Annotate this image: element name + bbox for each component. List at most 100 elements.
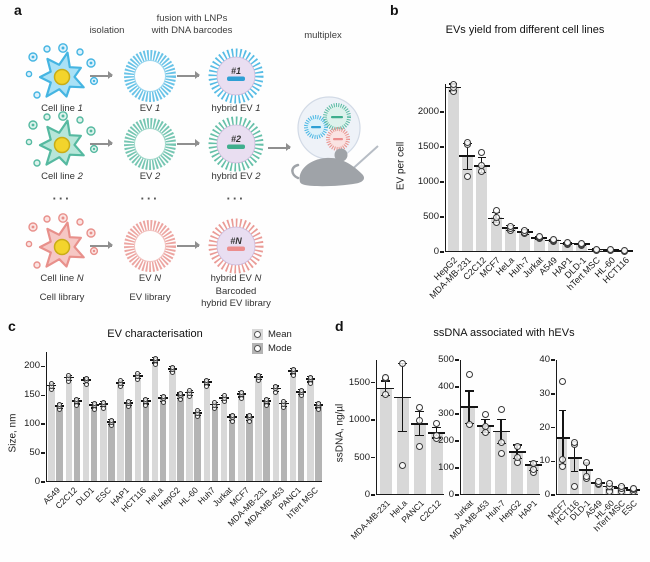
data-point (135, 371, 141, 377)
bar (186, 391, 193, 481)
bar (413, 422, 426, 494)
error-bar-cap (496, 418, 506, 420)
data-point (465, 371, 473, 379)
data-point (108, 417, 114, 423)
y-tick-label: 150 (24, 389, 40, 401)
panel-b-label: b (390, 2, 399, 18)
ev-label: EV 1 (140, 103, 161, 115)
bar (90, 404, 98, 481)
bar (48, 384, 55, 481)
label-number: 1 (255, 103, 261, 114)
bar (280, 402, 288, 481)
bar (238, 393, 245, 481)
data-point (195, 408, 201, 414)
data-point (281, 399, 287, 405)
bar (246, 416, 253, 481)
data-point (126, 398, 132, 404)
data-point (478, 161, 486, 169)
label-number: N (254, 273, 262, 284)
bar (379, 387, 392, 494)
cell-icon (25, 43, 99, 99)
bar (307, 378, 314, 481)
mean-line (492, 430, 510, 433)
ssdna-chart-2: 0 100 200 300 400 500 Jurkat MDA-MB-453 Huh-7 Hep… (332, 315, 650, 551)
bar (495, 430, 507, 494)
cell-line-label: Cell line 1 (41, 103, 83, 115)
mean-line (555, 436, 570, 439)
data-point (481, 429, 489, 437)
y-tick-label: 1000 (348, 414, 370, 425)
y-tick (551, 359, 555, 361)
data-point (212, 400, 218, 406)
legend-item-mean: Mean (252, 329, 292, 340)
data-point (559, 462, 567, 470)
data-point (433, 419, 440, 427)
hybrid-ev-icon: #N (208, 218, 264, 274)
ev-icon (124, 220, 176, 272)
mean-line (394, 396, 411, 399)
y-tick-label: 200 (438, 435, 454, 446)
hybrid-ev-icon: #2 (208, 116, 264, 172)
y-tick-label: 50 (29, 447, 40, 459)
ev-icon (124, 50, 176, 102)
y-tick-label: 100 (438, 462, 454, 473)
data-point (169, 364, 175, 370)
bar (430, 431, 443, 494)
ev-label: EV 2 (140, 171, 161, 183)
bar (100, 403, 107, 481)
data-point (606, 479, 614, 487)
y-tick (455, 440, 459, 442)
bar (463, 406, 475, 494)
y-tick (41, 365, 45, 368)
label-text: EV (138, 273, 155, 284)
data-point (559, 456, 567, 464)
data-point (143, 396, 149, 402)
panel-c-title: EV characterisation (107, 328, 203, 340)
arrow-icon (177, 242, 200, 249)
legend-label-mode: Mode (268, 343, 292, 354)
y-tick-label: 200 (24, 360, 40, 372)
data-point (273, 384, 279, 390)
data-point (399, 360, 406, 368)
bar (570, 456, 580, 494)
y-tick (41, 481, 45, 483)
data-point (535, 233, 543, 241)
data-point (621, 247, 629, 255)
y-tick-label: 0 (364, 489, 370, 500)
data-point (607, 246, 615, 254)
y-tick (455, 467, 459, 469)
bar (490, 217, 502, 251)
y-tick-label: 1000 (417, 176, 439, 187)
data-point (481, 410, 489, 418)
data-point (592, 245, 600, 253)
cell-icon (25, 111, 99, 167)
y-tick-label: 300 (438, 408, 454, 419)
bar (108, 420, 115, 481)
y-tick-label: 40 (539, 354, 550, 365)
plot-area (376, 360, 445, 495)
data-point (463, 138, 471, 146)
panel-c: c EV characterisation Size, nm Mean Mode… (0, 315, 332, 551)
legend: Mean Mode (252, 329, 292, 354)
cell-line-label: Cell line 2 (41, 171, 83, 183)
legend-swatch-mode (252, 343, 263, 354)
panel-d-label: d (335, 318, 344, 334)
bar (125, 401, 132, 481)
data-point (152, 355, 158, 361)
data-point (506, 222, 514, 230)
arrow-icon (90, 140, 113, 147)
y-tick (455, 413, 459, 415)
plot-area (555, 360, 641, 496)
data-point (298, 387, 304, 393)
bar (220, 396, 228, 481)
data-point (187, 388, 193, 394)
error-bar-cap (480, 418, 490, 420)
y-tick (41, 394, 45, 397)
bar (533, 236, 545, 251)
data-point (497, 449, 505, 457)
fusion-header: fusion with LNPs with DNA barcodes (151, 13, 233, 36)
barcode-label: #2 (231, 134, 241, 144)
panel-a-label: a (14, 2, 22, 18)
label-text: Cell line (41, 171, 78, 182)
data-point (66, 373, 72, 379)
